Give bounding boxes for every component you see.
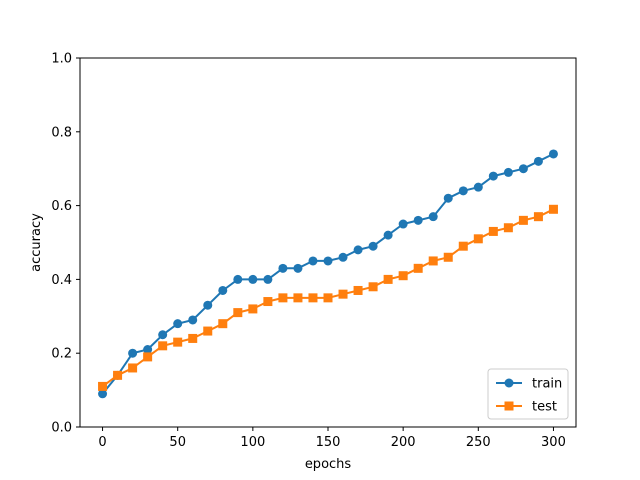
x-tick-label: 150 bbox=[316, 435, 341, 450]
data-point-test bbox=[533, 212, 543, 222]
data-point-train bbox=[548, 149, 558, 159]
data-point-test bbox=[248, 304, 258, 314]
data-point-test bbox=[98, 381, 108, 391]
data-point-train bbox=[143, 345, 153, 355]
data-point-test bbox=[233, 308, 243, 318]
x-tick-label: 100 bbox=[240, 435, 265, 450]
data-point-test bbox=[383, 274, 393, 284]
x-axis: 0 50 100 150 200 250 300 bbox=[98, 427, 566, 450]
data-point-train bbox=[233, 274, 243, 284]
data-point-test bbox=[113, 370, 123, 380]
data-point-test bbox=[278, 293, 288, 303]
data-point-train bbox=[398, 219, 408, 229]
legend-label: train bbox=[532, 377, 562, 392]
data-point-test bbox=[443, 252, 453, 262]
data-point-test bbox=[203, 326, 213, 336]
data-point-test bbox=[308, 293, 318, 303]
data-point-train bbox=[173, 319, 183, 329]
data-point-test bbox=[518, 215, 528, 225]
y-tick-label: 1.0 bbox=[51, 52, 72, 67]
data-point-test bbox=[128, 363, 138, 373]
data-point-train bbox=[98, 389, 108, 399]
legend-item-train: train bbox=[496, 377, 562, 392]
y-tick-label: 0.2 bbox=[51, 347, 72, 362]
y-axis: 0.0 0.2 0.4 0.6 0.8 1.0 bbox=[51, 52, 80, 436]
y-axis-label: accuracy bbox=[29, 213, 44, 272]
data-point-test bbox=[548, 204, 558, 214]
data-point-test bbox=[188, 333, 198, 343]
data-point-test bbox=[218, 319, 228, 329]
data-point-test bbox=[158, 341, 168, 351]
x-tick-label: 50 bbox=[169, 435, 186, 450]
data-point-test bbox=[503, 223, 513, 233]
data-point-test bbox=[173, 337, 183, 347]
data-point-train bbox=[353, 245, 363, 255]
legend-item-test: test bbox=[496, 400, 557, 415]
plot-lines bbox=[98, 149, 558, 399]
data-point-train bbox=[158, 330, 168, 340]
data-point-train bbox=[368, 241, 378, 251]
y-tick-label: 0.4 bbox=[51, 273, 72, 288]
data-point-test bbox=[293, 293, 303, 303]
x-tick-label: 200 bbox=[391, 435, 416, 450]
legend-label: test bbox=[532, 400, 557, 415]
data-point-train bbox=[263, 274, 273, 284]
data-point-train bbox=[308, 256, 318, 266]
data-point-train bbox=[128, 348, 138, 358]
x-tick-label: 300 bbox=[541, 435, 566, 450]
legend-marker bbox=[504, 378, 514, 388]
data-point-train bbox=[188, 315, 198, 325]
data-point-test bbox=[458, 241, 468, 251]
data-point-train bbox=[338, 252, 348, 262]
data-point-train bbox=[488, 171, 498, 181]
data-point-train bbox=[383, 230, 393, 240]
data-point-test bbox=[323, 293, 333, 303]
data-point-train bbox=[218, 285, 228, 295]
data-point-train bbox=[203, 300, 213, 310]
data-point-train bbox=[533, 156, 543, 166]
data-point-train bbox=[518, 164, 528, 174]
data-point-test bbox=[473, 234, 483, 244]
data-point-train bbox=[458, 186, 468, 196]
series-test bbox=[98, 204, 558, 391]
data-point-test bbox=[428, 256, 438, 266]
y-tick-label: 0.6 bbox=[51, 199, 72, 214]
series-line-train bbox=[101, 153, 554, 395]
data-point-train bbox=[413, 215, 423, 225]
data-point-train bbox=[443, 193, 453, 203]
data-point-train bbox=[248, 274, 258, 284]
data-point-test bbox=[353, 285, 363, 295]
data-point-train bbox=[293, 263, 303, 273]
data-point-test bbox=[413, 263, 423, 273]
data-point-test bbox=[488, 226, 498, 236]
data-point-train bbox=[473, 182, 483, 192]
data-point-test bbox=[263, 297, 273, 307]
y-tick-label: 0.8 bbox=[51, 125, 72, 140]
y-tick-label: 0.0 bbox=[51, 421, 72, 436]
data-point-test bbox=[368, 282, 378, 292]
legend-marker bbox=[504, 401, 514, 411]
data-point-train bbox=[428, 212, 438, 222]
legend: train test bbox=[487, 368, 569, 420]
x-tick-label: 0 bbox=[98, 435, 106, 450]
x-axis-label: epochs bbox=[305, 457, 352, 472]
x-tick-label: 250 bbox=[466, 435, 491, 450]
data-point-train bbox=[323, 256, 333, 266]
data-point-test bbox=[143, 352, 153, 362]
data-point-test bbox=[398, 271, 408, 281]
data-point-train bbox=[278, 263, 288, 273]
series-train bbox=[98, 149, 558, 399]
data-point-train bbox=[503, 167, 513, 177]
data-point-test bbox=[338, 289, 348, 299]
